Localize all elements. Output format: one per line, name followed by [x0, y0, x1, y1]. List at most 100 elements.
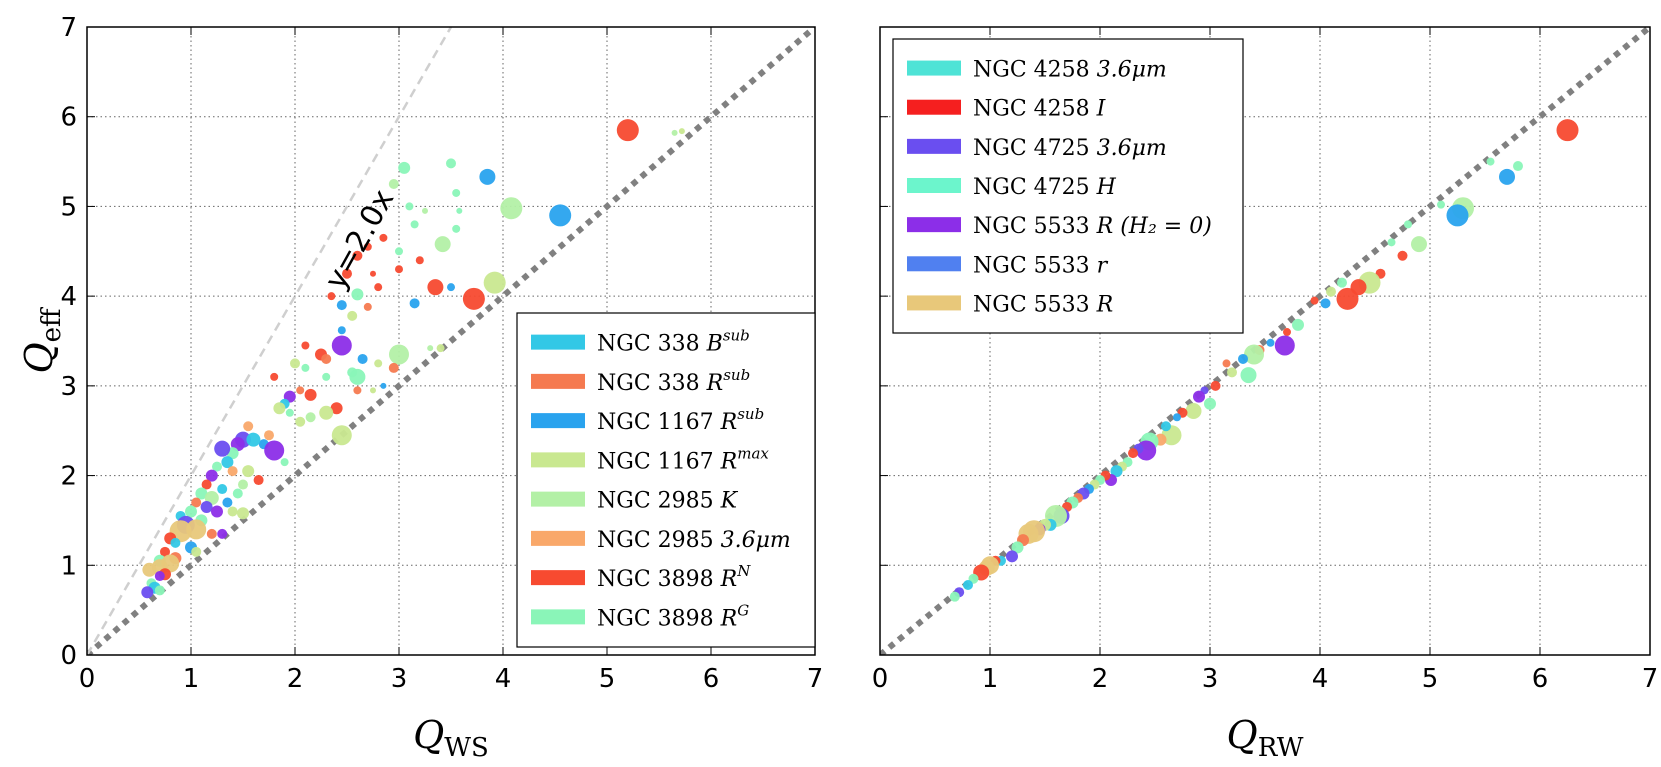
data-point — [1310, 296, 1319, 305]
panel-left: y=2.0x 0 1 2 3 4 5 6 7 0 1 2 3 4 5 6 7 QWS Qeff NGC 338 Bsu… — [17, 13, 823, 763]
x-tick-label: 2 — [1092, 664, 1109, 694]
x-tick-label: 5 — [1422, 664, 1439, 694]
line-annotation: y=2.0x — [318, 184, 401, 296]
legend-box — [516, 312, 816, 648]
data-point — [374, 359, 383, 368]
reference-line-1to1 — [880, 27, 1650, 655]
data-point — [1266, 338, 1275, 347]
data-point — [170, 537, 181, 548]
data-point — [388, 362, 399, 373]
data-point — [205, 469, 218, 482]
legend-label: NGC 4725 3.6μm — [973, 136, 1167, 161]
legend-swatch — [907, 60, 961, 76]
data-point — [357, 353, 368, 364]
data-point — [264, 430, 274, 441]
data-point — [186, 519, 207, 540]
data-point — [331, 335, 352, 356]
x-tick-label: 6 — [703, 664, 720, 694]
data-point — [1292, 318, 1304, 331]
data-point — [363, 302, 372, 311]
data-point — [321, 353, 332, 364]
data-point — [301, 341, 310, 350]
x-tick-label: 7 — [807, 664, 824, 694]
data-point — [1274, 335, 1295, 356]
legend-label: NGC 4725 H — [973, 175, 1117, 200]
data-point — [1387, 238, 1396, 247]
data-point — [296, 386, 305, 395]
data-point — [1486, 157, 1495, 166]
x-axis-label: QRW — [1227, 713, 1304, 763]
data-point — [1173, 413, 1181, 422]
data-point — [963, 580, 973, 591]
x-tick-label: 2 — [287, 664, 304, 694]
x-tick-label: 3 — [391, 664, 408, 694]
data-point — [483, 271, 506, 294]
legend-swatch — [531, 373, 585, 389]
data-point — [217, 528, 228, 539]
data-point — [221, 456, 234, 469]
x-tick-label: 7 — [1642, 664, 1659, 694]
legend-swatch — [531, 413, 585, 429]
data-point — [351, 288, 364, 301]
data-point — [352, 250, 363, 261]
data-point — [227, 466, 238, 477]
data-point — [1110, 465, 1123, 478]
legend-label: NGC 5533 r — [973, 253, 1109, 278]
data-point — [1320, 298, 1331, 309]
x-tick-label: 4 — [495, 664, 512, 694]
data-point — [212, 461, 222, 472]
x-tick-label: 1 — [982, 664, 999, 694]
data-point — [246, 432, 261, 447]
data-point — [1128, 448, 1138, 459]
data-point — [285, 408, 294, 417]
legend-label: NGC 4258 I — [973, 97, 1107, 122]
data-point — [389, 344, 409, 365]
data-point — [1161, 421, 1171, 432]
data-point — [678, 128, 685, 135]
legend-label: NGC 1167 Rmax — [597, 444, 769, 474]
data-point — [1326, 286, 1336, 297]
legend-label: NGC 4258 3.6μm — [973, 58, 1167, 83]
data-point — [415, 256, 424, 265]
data-point — [462, 287, 485, 310]
data-point — [500, 197, 523, 220]
data-point — [336, 300, 347, 311]
data-point — [446, 158, 456, 169]
y-tick-label: 3 — [60, 372, 77, 402]
reference-line-2x — [87, 27, 453, 655]
data-point — [380, 382, 387, 389]
data-point — [232, 488, 243, 499]
data-point — [353, 386, 362, 395]
data-point — [434, 236, 451, 253]
data-point — [201, 479, 212, 490]
data-point — [1244, 344, 1264, 365]
legend-label: NGC 5533 R — [973, 292, 1113, 317]
data-point — [1556, 119, 1579, 142]
data-point — [301, 363, 310, 372]
data-point — [409, 298, 420, 309]
data-point — [395, 265, 403, 274]
data-point — [214, 440, 231, 457]
data-point — [242, 465, 255, 478]
data-point — [374, 283, 383, 292]
data-point — [1404, 220, 1412, 229]
data-point — [227, 506, 238, 517]
data-point — [264, 440, 285, 461]
x-tick-label: 6 — [1532, 664, 1549, 694]
legend-swatch — [907, 99, 961, 115]
y-tick-label: 0 — [60, 641, 77, 671]
legend-swatch — [907, 217, 961, 233]
data-point — [304, 388, 317, 401]
data-point — [253, 475, 264, 486]
data-point — [949, 591, 960, 602]
legend-swatch — [531, 609, 585, 625]
plot-frame — [879, 26, 1651, 656]
data-point — [322, 372, 331, 381]
x-tick-label: 5 — [599, 664, 616, 694]
data-point — [447, 283, 455, 292]
legend-label: NGC 3898 RN — [597, 562, 751, 592]
legend-swatch — [531, 334, 585, 350]
data-point — [237, 507, 249, 520]
data-point — [616, 119, 639, 142]
